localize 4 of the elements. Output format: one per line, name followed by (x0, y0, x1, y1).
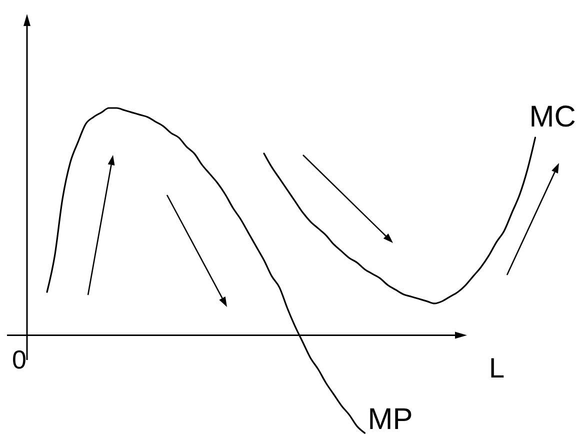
series-label: MC (529, 100, 576, 134)
x-axis-title: L (489, 352, 505, 384)
text: 0 (12, 344, 26, 374)
series-label: MP (368, 403, 413, 434)
